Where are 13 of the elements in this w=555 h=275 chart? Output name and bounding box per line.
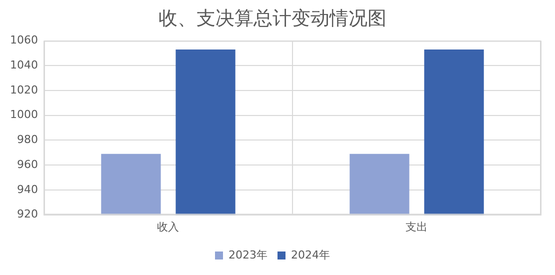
y-tick-label: 1000 [10, 108, 38, 122]
legend-label: 2024年 [291, 248, 330, 262]
x-tick-label: 收入 [157, 220, 180, 234]
y-tick-label: 960 [16, 158, 38, 171]
y-tick-label: 920 [16, 208, 38, 221]
y-tick-label: 940 [16, 182, 38, 196]
y-tick-label: 1040 [10, 58, 38, 72]
y-tick-label: 1060 [10, 34, 38, 47]
y-tick-label: 1020 [10, 83, 38, 96]
chart-title: 收、支决算总计变动情况图 [158, 7, 386, 30]
legend-label: 2023年 [228, 248, 268, 262]
y-tick-label: 980 [16, 133, 38, 146]
x-tick-label: 支出 [406, 220, 428, 234]
